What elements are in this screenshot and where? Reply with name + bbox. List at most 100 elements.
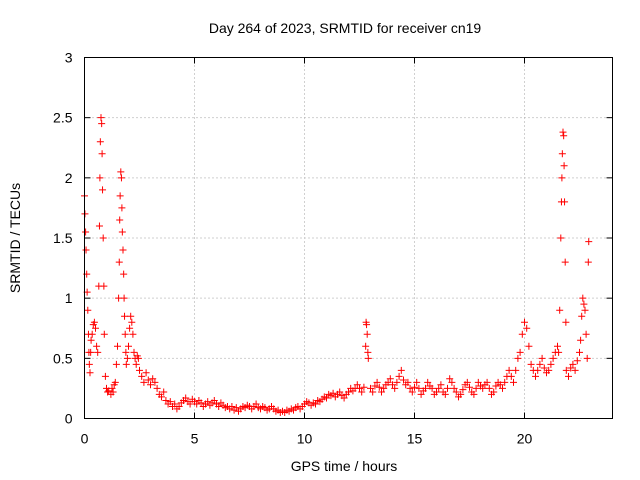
data-point [210, 396, 218, 404]
data-point [569, 360, 577, 368]
data-point [87, 336, 95, 344]
data-point [472, 384, 480, 392]
data-point [514, 354, 522, 362]
data-point [479, 384, 487, 392]
data-point [369, 388, 377, 396]
data-point [182, 394, 190, 402]
data-point [536, 360, 544, 368]
data-point [160, 388, 168, 396]
data-point [121, 312, 129, 320]
data-point [485, 384, 493, 392]
data-point [353, 381, 361, 389]
data-point [582, 330, 590, 338]
data-point [585, 238, 593, 246]
data-point [404, 378, 412, 386]
data-point [384, 378, 392, 386]
data-point [96, 138, 104, 146]
data-point [128, 318, 136, 326]
data-point [340, 394, 348, 402]
plot-frame [84, 57, 613, 419]
data-point [345, 388, 352, 396]
data-point [134, 354, 142, 362]
data-point [444, 384, 451, 392]
data-point [109, 388, 117, 396]
data-point [362, 342, 370, 350]
data-point [358, 388, 366, 396]
data-point [119, 246, 127, 254]
data-point [82, 228, 90, 236]
data-point [583, 354, 591, 362]
data-point [415, 384, 423, 392]
data-point [175, 402, 183, 410]
data-point [512, 366, 520, 374]
data-point [125, 342, 132, 350]
data-point [186, 400, 194, 408]
data-point [232, 404, 240, 412]
data-point [559, 128, 567, 136]
data-point [126, 324, 134, 332]
data-point [516, 348, 524, 356]
data-point [523, 324, 531, 332]
data-point [136, 366, 143, 374]
data-point [561, 198, 569, 206]
data-point [367, 384, 374, 392]
data-point [450, 384, 458, 392]
x-tick-label: 15 [407, 431, 423, 447]
data-point [492, 382, 500, 390]
data-point [120, 294, 128, 302]
data-point [525, 342, 533, 350]
data-point [92, 324, 99, 332]
data-point [545, 366, 553, 374]
data-point [149, 375, 157, 383]
data-point [99, 234, 107, 242]
data-point [441, 390, 449, 398]
data-point [422, 384, 429, 392]
data-point [501, 378, 509, 386]
data-point [138, 372, 146, 380]
data-point [397, 366, 405, 374]
y-tick-label: 2.5 [53, 110, 73, 126]
data-point [378, 388, 385, 396]
data-point [549, 354, 557, 362]
data-point [117, 174, 125, 182]
y-tick-label: 0 [65, 411, 73, 427]
data-point [364, 354, 372, 362]
data-point [413, 378, 421, 386]
data-point [510, 378, 517, 386]
y-tick-label: 1 [65, 290, 73, 306]
data-point [428, 384, 436, 392]
data-point [100, 330, 108, 338]
data-point [120, 270, 128, 278]
data-point [118, 228, 126, 236]
data-point [547, 360, 555, 368]
data-point [565, 372, 572, 380]
data-point [538, 354, 546, 362]
data-point [122, 348, 130, 356]
data-point [114, 342, 121, 350]
data-point [375, 383, 383, 391]
data-point [463, 378, 471, 386]
data-point [389, 381, 396, 389]
data-point [94, 348, 102, 356]
data-point [540, 364, 548, 372]
data-point [130, 348, 138, 356]
data-point [364, 348, 372, 356]
data-point [446, 375, 454, 383]
data-point [371, 382, 379, 390]
data-point [474, 378, 482, 386]
data-point [101, 372, 109, 380]
data-point [435, 384, 443, 392]
x-tick-label: 5 [191, 431, 199, 447]
data-point [507, 372, 515, 380]
data-point [121, 330, 129, 338]
data-point [576, 348, 583, 356]
data-point [162, 396, 170, 404]
data-point [408, 388, 416, 396]
data-point [166, 398, 174, 406]
data-point [84, 306, 92, 314]
data-point [363, 330, 371, 338]
data-point [560, 162, 568, 170]
data-point [93, 342, 101, 350]
data-point [579, 294, 587, 302]
data-point [140, 378, 148, 386]
